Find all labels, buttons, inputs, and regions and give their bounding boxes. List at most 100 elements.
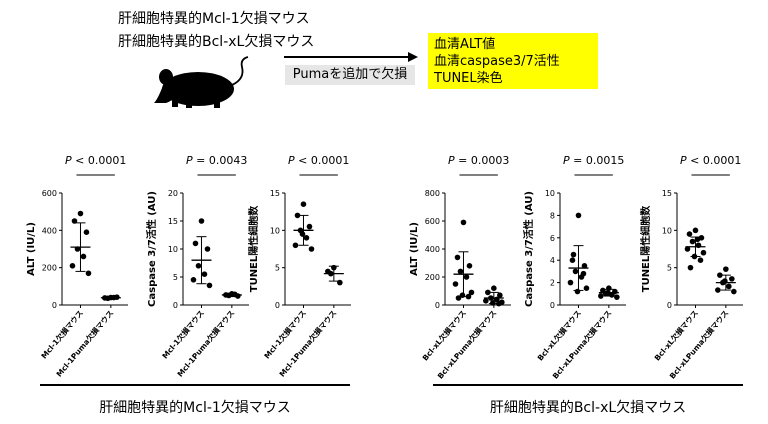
- chart-3-point-1-5: [483, 298, 489, 304]
- chart-1-ytick-label-1: 5: [173, 273, 178, 282]
- chart-4-point-1-5: [598, 293, 604, 299]
- chart-3-point-1-4: [494, 296, 500, 303]
- chart-5-ytick-label-3: 15: [662, 189, 672, 198]
- chart-3-point-0-3: [457, 268, 464, 275]
- chart-1-point-0-3: [195, 263, 202, 269]
- chart-3-point-0-9: [455, 295, 462, 301]
- chart-2-point-0-4: [303, 235, 310, 241]
- chart-5-point-0-8: [697, 257, 704, 264]
- chart-4-point-1-6: [614, 294, 620, 300]
- chart-5-point-0-10: [694, 236, 701, 243]
- chart-0-point-0-6: [85, 270, 92, 277]
- chart-4-category-label-1: Bcl-xLPuma欠損マウス: [550, 308, 613, 381]
- chart-3-point-0-4: [463, 274, 470, 280]
- chart-0-ytick-label-3: 600: [42, 189, 57, 198]
- chart-4-point-0-6: [583, 285, 590, 292]
- readouts-box: 血清ALT値 血清caspase3/7活性 TUNEL染色: [428, 33, 598, 89]
- chart-4-point-0-0: [575, 212, 582, 219]
- chart-5-point-0-0: [692, 227, 699, 234]
- chart-2-point-1-0: [331, 264, 337, 271]
- chart-5-point-0-3: [689, 238, 696, 245]
- chart-4-ytick-label-3: 6: [550, 234, 555, 243]
- chart-2-ytick-label-1: 5: [275, 264, 280, 273]
- chart-1-point-0-6: [206, 282, 213, 289]
- group-line-left: [40, 384, 350, 386]
- chart-2-ytick-label-0: 0: [275, 301, 280, 310]
- chart-3-point-1-1: [485, 289, 491, 296]
- chart-0-ytick-label-0: 0: [52, 301, 57, 310]
- chart-1-point-0-4: [201, 271, 208, 278]
- chart-3-point-1-2: [497, 292, 503, 299]
- mouse-icon: [154, 56, 249, 108]
- chart-5-point-1-1: [717, 272, 723, 278]
- mouse-line-1: 肝細胞特異的Mcl-1欠損マウス: [118, 11, 310, 27]
- chart-0-ylabel: ALT (IU/L): [26, 222, 37, 276]
- chart-1-point-0-2: [204, 246, 211, 252]
- readout-tunel: TUNEL染色: [434, 71, 503, 86]
- chart-1-ytick-label-3: 15: [168, 217, 178, 226]
- chart-4-point-1-0: [606, 285, 612, 292]
- chart-4-p-value: P = 0.0015: [563, 154, 624, 167]
- chart-4-point-0-7: [574, 288, 581, 295]
- chart-3-point-1-7: [490, 300, 496, 306]
- chart-5-ytick-label-2: 10: [662, 226, 672, 235]
- chart-0-point-1-4: [111, 294, 117, 301]
- chart-4-point-0-3: [572, 268, 579, 275]
- puma-knockout-label: Pumaを追加で欠損: [285, 65, 415, 85]
- chart-3-point-0-5: [452, 281, 459, 287]
- chart-2-p-value: P < 0.0001: [288, 154, 349, 167]
- chart-4-point-0-8: [580, 270, 587, 277]
- chart-2-ytick-label-3: 15: [270, 189, 280, 198]
- chart-4-ytick-label-0: 0: [550, 301, 555, 310]
- chart-3-point-0-7: [459, 292, 466, 299]
- chart-3-point-1-0: [491, 285, 497, 292]
- chart-0-point-0-0: [77, 210, 84, 217]
- chart-2-point-0-0: [300, 201, 307, 207]
- mouse-line-2: 肝細胞特異的Bcl-xL欠損マウス: [118, 34, 315, 50]
- chart-0-point-0-4: [80, 253, 87, 260]
- chart-5-point-1-2: [729, 276, 735, 282]
- chart-4-ytick-label-1: 2: [550, 279, 555, 288]
- chart-3-ylabel: ALT (IU/L): [409, 222, 420, 276]
- chart-4-ytick-label-5: 10: [545, 189, 555, 198]
- chart-0-category-label-1: Mcl-1Puma欠損マウス: [54, 308, 116, 379]
- chart-3-ytick-label-3: 600: [425, 217, 440, 226]
- chart-3-point-0-6: [468, 289, 475, 296]
- chart-5-point-0-7: [691, 253, 698, 260]
- chart-0-ytick-label-1: 200: [42, 264, 57, 273]
- chart-0-point-0-2: [83, 229, 90, 235]
- chart-2-point-0-1: [294, 212, 301, 219]
- chart-5-point-1-4: [726, 283, 732, 290]
- chart-4-point-0-1: [569, 257, 576, 264]
- chart-4-ytick-label-2: 4: [550, 256, 555, 265]
- chart-3-ytick-label-0: 0: [435, 301, 440, 310]
- group-label-right: 肝細胞特異的Bcl-xL欠損マウス: [489, 400, 687, 416]
- chart-2-point-0-5: [292, 242, 299, 249]
- chart-1-ytick-label-0: 0: [173, 301, 178, 310]
- chart-2-point-0-7: [299, 231, 306, 237]
- chart-5-p-value: P < 0.0001: [680, 154, 741, 167]
- chart-3-point-0-8: [465, 293, 472, 300]
- chart-3-point-0-2: [466, 263, 473, 269]
- chart-1-p-value: P = 0.0043: [186, 154, 247, 167]
- group-label-left: 肝細胞特異的Mcl-1欠損マウス: [99, 400, 291, 416]
- chart-3-point-0-1: [454, 254, 461, 261]
- chart-1-category-label-1: Mcl-1Puma欠損マウス: [175, 308, 237, 379]
- chart-5-point-1-5: [715, 287, 721, 293]
- chart-2-category-label-1: Mcl-1Puma欠損マウス: [277, 308, 339, 379]
- chart-5-point-0-1: [686, 231, 693, 237]
- chart-4-point-0-2: [581, 263, 588, 269]
- chart-5-ytick-label-1: 5: [667, 264, 672, 273]
- chart-3-ytick-label-1: 200: [425, 273, 440, 282]
- chart-1-ylabel: Caspase 3/7活性 (AU): [145, 191, 158, 307]
- chart-5-point-1-0: [723, 266, 729, 272]
- chart-1-point-0-1: [192, 240, 199, 247]
- chart-5-point-1-6: [731, 288, 737, 295]
- chart-2-point-1-2: [337, 279, 343, 286]
- chart-5-point-0-6: [700, 249, 707, 256]
- chart-5-point-0-9: [687, 264, 694, 271]
- readout-alt: 血清ALT値: [434, 37, 496, 52]
- chart-1-point-1-3: [226, 292, 232, 299]
- chart-0-p-value: P < 0.0001: [65, 154, 126, 167]
